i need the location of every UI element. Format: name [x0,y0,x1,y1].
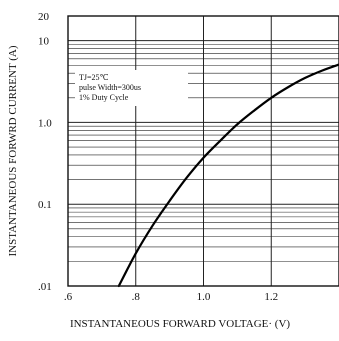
annotation-line: pulse Width=300us [79,83,141,92]
plot-frame [67,15,339,287]
series-layer [117,63,339,288]
x-axis-title: INSTANTANEOUS FORWARD VOLTAGE· (V) [70,318,290,330]
x-tick-label: .8 [132,291,141,303]
x-tick-label: .6 [64,291,73,303]
y-axis-title: INSTANTANEOUS FORWRD CURRENT (A) [7,45,19,256]
y-tick-label: 1.0 [38,117,52,129]
series-line [117,63,339,288]
y-tick-label: 10 [38,36,50,48]
y-tick-label: .01 [38,281,52,293]
y-tick-label: 0.1 [38,199,52,211]
y-tick-label: 20 [38,11,50,23]
annotation-line: TJ=25℃ [79,73,109,82]
annotation-background [75,70,188,106]
tick-labels: .6 .8 1.0 1.2 .01 0.1 1.0 10 20 [38,11,278,303]
annotation-line: 1% Duty Cycle [79,93,129,102]
x-tick-label: 1.0 [197,291,211,303]
x-tick-label: 1.2 [264,291,278,303]
